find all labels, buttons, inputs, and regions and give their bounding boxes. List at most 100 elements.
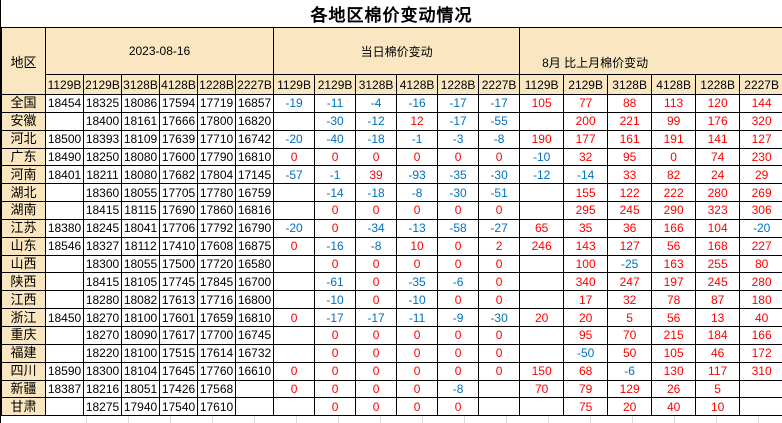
change-cell: 0 (355, 290, 398, 310)
change-cell: -20 (273, 218, 316, 238)
grade-header: 2227B (739, 74, 782, 95)
change-cell: -30 (314, 111, 357, 131)
region-cell: 全国 (1, 94, 46, 113)
change-cell: 26 (651, 379, 697, 399)
change-cell: -34 (355, 218, 398, 238)
region-cell: 四川 (1, 361, 46, 381)
table-row: 广东 18490 18250 18080 17600 17790 16810 0 0 0 0 0 0 -1… (1, 147, 782, 167)
change-cell: 155 (563, 183, 609, 203)
change-cell: 184 (695, 325, 741, 345)
grade-header: 3128B (355, 74, 398, 95)
change-cell: 0 (437, 147, 480, 167)
price-cell: 18275 (83, 397, 122, 417)
change-cell: 310 (739, 361, 782, 381)
price-cell: 16759 (234, 183, 275, 203)
change-cell: 80 (739, 254, 782, 274)
change-cell: -20 (739, 218, 782, 238)
table-row: 重庆 18270 18090 17617 17700 16745 0 0 0 0 0 95 70 215 1… (1, 325, 782, 345)
price-cell: 17659 (197, 308, 236, 327)
price-cell: 18393 (83, 129, 122, 149)
change-cell: 0 (396, 379, 439, 399)
price-cell: 16810 (234, 147, 275, 167)
table-header: 地区 2023-08-16 当日棉价变动 8月 比上月棉价变动 1129B 212… (1, 27, 782, 95)
change-cell: 280 (695, 183, 741, 203)
change-cell: -14 (314, 183, 357, 203)
table-row: 安徽 18400 18161 17666 17800 16820 -30 -12 12 -17 -5… (1, 111, 782, 131)
table-row: 福建 18220 18100 17515 17614 16732 0 0 0 0 0 -50 50 105… (1, 343, 782, 363)
change-cell: 0 (651, 147, 697, 167)
change-cell: 77 (563, 94, 609, 113)
change-cell: -17 (437, 94, 480, 113)
price-cell: 17666 (159, 111, 198, 131)
grade-header: 2129B (314, 74, 357, 95)
price-cell (45, 201, 84, 220)
price-cell: 17613 (159, 290, 198, 310)
price-cell: 16875 (234, 236, 275, 256)
change-cell: 150 (519, 361, 565, 381)
change-cell (519, 111, 565, 131)
grade-header: 1228B (695, 74, 741, 95)
grade-header: 3128B (121, 74, 160, 95)
price-cell: 18400 (83, 111, 122, 131)
change-cell: 0 (437, 397, 480, 417)
price-cell: 17500 (159, 254, 198, 274)
grade-header: 1228B (197, 74, 236, 95)
change-cell (478, 397, 521, 417)
change-cell: -13 (396, 218, 439, 238)
change-cell: 290 (651, 201, 697, 220)
change-cell: 166 (739, 325, 782, 345)
table-row: 河北 18500 18393 18109 17639 17710 16742 -20 -40 -1… (1, 129, 782, 149)
group-header-daily-change: 当日棉价变动 (273, 27, 521, 75)
change-cell: 2 (478, 236, 521, 256)
change-cell: 0 (396, 343, 439, 363)
region-cell: 湖南 (1, 201, 46, 220)
change-cell: 78 (651, 290, 697, 310)
price-cell: 18104 (121, 361, 160, 381)
price-cell: 17690 (159, 201, 198, 220)
table-row: 陕西 18415 18105 17745 17845 16700 -61 0 -35 -6 0 340… (1, 272, 782, 292)
change-cell: 0 (355, 147, 398, 167)
change-cell (519, 397, 565, 417)
price-cell: 18450 (45, 308, 84, 327)
change-cell: -58 (437, 218, 480, 238)
change-cell: 323 (695, 201, 741, 220)
change-cell: 104 (695, 218, 741, 238)
change-cell: 65 (519, 218, 565, 238)
grade-header: 1129B (519, 74, 565, 95)
change-cell: 129 (607, 379, 653, 399)
price-cell: 17845 (197, 272, 236, 292)
change-cell: 141 (695, 129, 741, 149)
change-cell: 0 (437, 361, 480, 381)
price-cell: 17745 (159, 272, 198, 292)
change-cell: 122 (607, 183, 653, 203)
grade-header: 3128B (607, 74, 653, 95)
page-title: 各地区棉价变动情况 (310, 6, 473, 25)
region-cell: 江西 (1, 290, 46, 310)
price-cell: 18220 (83, 343, 122, 363)
price-cell: 18216 (83, 379, 122, 399)
change-cell: -25 (607, 254, 653, 274)
price-cell: 16732 (234, 343, 275, 363)
price-cell: 18300 (83, 254, 122, 274)
change-cell: 320 (739, 111, 782, 131)
change-cell: 0 (396, 201, 439, 220)
change-cell: 230 (739, 147, 782, 167)
change-cell: 0 (437, 236, 480, 256)
change-cell: 88 (607, 94, 653, 113)
change-cell: -10 (396, 290, 439, 310)
change-cell (478, 379, 521, 399)
change-cell (273, 254, 316, 274)
change-cell: 12 (396, 111, 439, 131)
change-cell: 176 (695, 111, 741, 131)
change-cell: 190 (519, 129, 565, 149)
change-cell: 105 (651, 343, 697, 363)
change-cell: 13 (695, 308, 741, 327)
price-cell: 17145 (234, 165, 275, 185)
change-cell: 0 (273, 379, 316, 399)
region-cell: 山西 (1, 254, 46, 274)
change-cell (273, 111, 316, 131)
price-cell: 18080 (121, 165, 160, 185)
change-cell: 5 (607, 308, 653, 327)
table-row: 甘肃 18275 17940 17540 17610 0 0 0 0 75 20 40 10 (1, 397, 782, 417)
change-cell: 87 (695, 290, 741, 310)
